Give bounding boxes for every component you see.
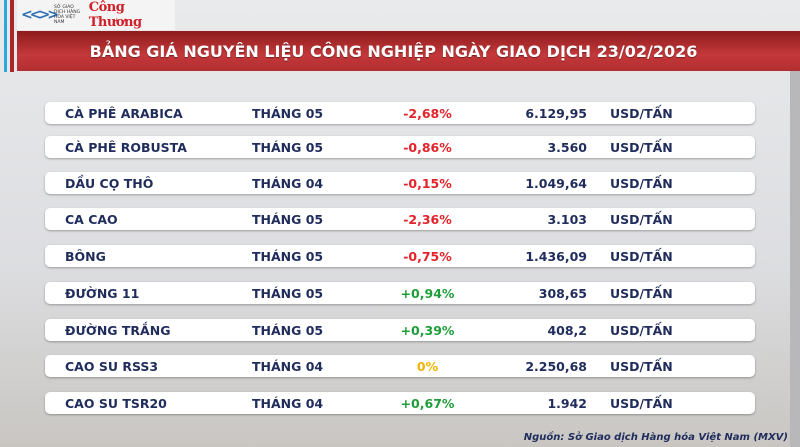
price-unit: USD/TẤN: [610, 286, 673, 301]
change-percent: +0,67%: [400, 396, 455, 411]
price-value: 408,2: [547, 323, 587, 338]
contract-month: THÁNG 05: [252, 140, 324, 155]
commodity-name: CA CAO: [65, 212, 118, 227]
contract-month: THÁNG 05: [252, 249, 324, 264]
commodity-name: CÀ PHÊ ROBUSTA: [65, 140, 187, 155]
table-row: BÔNG THÁNG 05 -0,75% 1.436,09 USD/TẤN: [45, 245, 755, 267]
change-percent: -0,15%: [403, 176, 452, 191]
commodity-name: ĐƯỜNG TRẮNG: [65, 323, 171, 338]
contract-month: THÁNG 04: [252, 396, 324, 411]
change-percent: +0,94%: [400, 286, 455, 301]
price-value: 1.942: [547, 396, 587, 411]
price-value: 308,65: [538, 286, 587, 301]
price-value: 3.560: [547, 140, 587, 155]
mxv-logo-icon: <<>>: [21, 7, 59, 23]
change-percent: 0%: [416, 359, 439, 374]
table-row: CA CAO THÁNG 05 -2,36% 3.103 USD/TẤN: [45, 208, 755, 230]
contract-month: THÁNG 04: [252, 359, 324, 374]
price-unit: USD/TẤN: [610, 323, 673, 338]
price-unit: USD/TẤN: [610, 249, 673, 264]
source-note: Nguồn: Sở Giao dịch Hàng hóa Việt Nam (M…: [523, 432, 788, 443]
change-percent: +0,39%: [400, 323, 455, 338]
contract-month: THÁNG 05: [252, 323, 324, 338]
commodity-name: BÔNG: [65, 249, 106, 264]
price-unit: USD/TẤN: [610, 106, 673, 121]
contract-month: THÁNG 05: [252, 106, 324, 121]
page-title: BẢNG GIÁ NGUYÊN LIỆU CÔNG NGHIỆP NGÀY GI…: [89, 41, 698, 61]
price-unit: USD/TẤN: [610, 359, 673, 374]
table-row: CAO SU TSR20 THÁNG 04 +0,67% 1.942 USD/TẤN: [45, 392, 755, 414]
change-percent: -0,75%: [403, 249, 452, 264]
commodity-name: ĐƯỜNG 11: [65, 286, 140, 301]
change-percent: -2,68%: [403, 106, 452, 121]
logo-brand-text: Công Thương: [88, 0, 142, 30]
decor-bar-cyan: [4, 0, 7, 72]
price-unit: USD/TẤN: [610, 176, 673, 191]
table-row: CÀ PHÊ ROBUSTA THÁNG 05 -0,86% 3.560 USD/TẤN: [45, 136, 755, 158]
price-unit: USD/TẤN: [610, 212, 673, 227]
table-row: CAO SU RSS3 THÁNG 04 0% 2.250,68 USD/TẤN: [45, 355, 755, 377]
commodity-name: CÀ PHÊ ARABICA: [65, 106, 183, 121]
price-value: 3.103: [547, 212, 587, 227]
price-value: 6.129,95: [525, 106, 587, 121]
table-row: ĐƯỜNG 11 THÁNG 05 +0,94% 308,65 USD/TẤN: [45, 282, 755, 304]
commodity-name: CAO SU TSR20: [65, 396, 167, 411]
change-percent: -0,86%: [403, 140, 452, 155]
price-unit: USD/TẤN: [610, 140, 673, 155]
table-row: DẦU CỌ THÔ THÁNG 04 -0,15% 1.049,64 USD/TẤN: [45, 172, 755, 194]
contract-month: THÁNG 04: [252, 176, 324, 191]
table-row: CÀ PHÊ ARABICA THÁNG 05 -2,68% 6.129,95 USD/…: [45, 102, 755, 124]
decor-bar-red: [10, 0, 14, 72]
decor-edge: [790, 71, 800, 447]
commodity-name: CAO SU RSS3: [65, 359, 159, 374]
change-percent: -2,36%: [403, 212, 452, 227]
logo-org-text: SỞ GIAO DỊCH HÀNG HÓA VIỆT NAM: [54, 5, 81, 25]
contract-month: THÁNG 05: [252, 212, 324, 227]
price-value: 1.436,09: [525, 249, 587, 264]
price-value: 1.049,64: [525, 176, 587, 191]
price-unit: USD/TẤN: [610, 396, 673, 411]
commodity-name: DẦU CỌ THÔ: [65, 176, 154, 191]
contract-month: THÁNG 05: [252, 286, 324, 301]
logo: <<>> SỞ GIAO DỊCH HÀNG HÓA VIỆT NAM Công…: [17, 0, 175, 30]
title-banner: BẢNG GIÁ NGUYÊN LIỆU CÔNG NGHIỆP NGÀY GI…: [17, 31, 800, 71]
price-value: 2.250,68: [525, 359, 587, 374]
table-row: ĐƯỜNG TRẮNG THÁNG 05 +0,39% 408,2 USD/TẤN: [45, 319, 755, 341]
